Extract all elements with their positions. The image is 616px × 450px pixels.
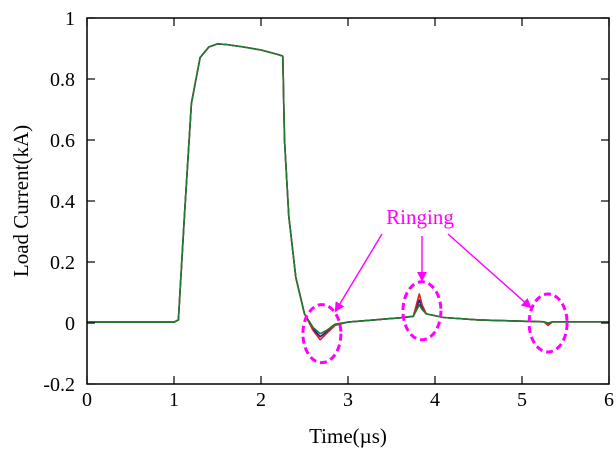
ringing-arrow — [447, 233, 532, 309]
y-tick-label: 0.6 — [50, 130, 75, 152]
y-tick-label: 0.8 — [50, 69, 75, 91]
ringing-marker — [401, 280, 443, 342]
x-tick-label: 4 — [430, 389, 440, 411]
series-line-1 — [87, 43, 609, 338]
x-tick-label: 0 — [82, 389, 92, 411]
series-line-3 — [87, 43, 609, 335]
x-tick-label: 3 — [343, 389, 353, 411]
x-axis-title: Time(µs) — [309, 424, 387, 448]
plot-frame — [86, 17, 610, 385]
y-tick-label: 0.4 — [50, 191, 75, 213]
ringing-marker — [301, 303, 343, 365]
plot-area — [87, 43, 609, 341]
y-tick-label: -0.2 — [43, 374, 75, 396]
ringing-annotation: Ringing — [301, 205, 569, 365]
ringing-arrow — [334, 233, 383, 313]
y-tick-label: 1 — [65, 8, 75, 30]
axis-ticks: 0 1 2 3 4 5 6 -0.2 0 0.2 0.4 0.6 0.8 1 — [43, 8, 614, 411]
x-tick-label: 6 — [604, 389, 614, 411]
ringing-label: Ringing — [386, 205, 454, 229]
x-tick-label: 1 — [169, 389, 179, 411]
y-tick-label: 0.2 — [50, 252, 75, 274]
x-tick-label: 2 — [256, 389, 266, 411]
series-line-2 — [87, 43, 609, 341]
x-tick-label: 5 — [517, 389, 527, 411]
y-axis-title: Load Current(kA) — [9, 125, 33, 277]
y-tick-label: 0 — [65, 313, 75, 335]
ringing-marker — [527, 292, 569, 354]
